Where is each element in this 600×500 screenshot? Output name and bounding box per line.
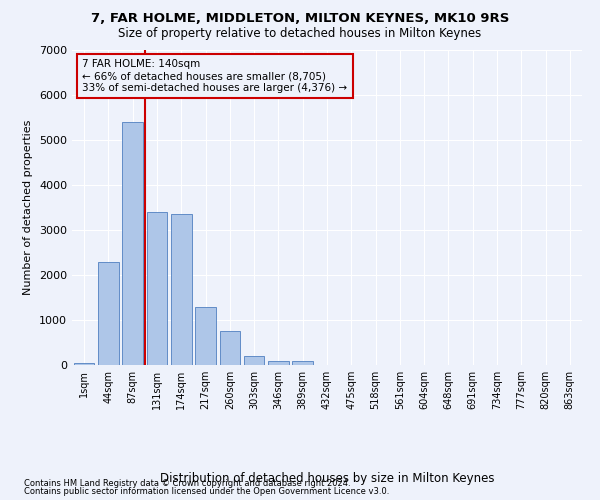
Text: Contains HM Land Registry data © Crown copyright and database right 2024.: Contains HM Land Registry data © Crown c…	[24, 478, 350, 488]
Bar	[122, 122, 143, 365]
Text: Size of property relative to detached houses in Milton Keynes: Size of property relative to detached ho…	[118, 28, 482, 40]
Bar	[292, 360, 313, 365]
Bar	[244, 356, 265, 365]
Text: 7 FAR HOLME: 140sqm
← 66% of detached houses are smaller (8,705)
33% of semi-det: 7 FAR HOLME: 140sqm ← 66% of detached ho…	[82, 60, 347, 92]
Bar	[195, 306, 216, 365]
Bar	[268, 360, 289, 365]
X-axis label: Distribution of detached houses by size in Milton Keynes: Distribution of detached houses by size …	[160, 472, 494, 485]
Bar	[74, 363, 94, 365]
Text: Contains public sector information licensed under the Open Government Licence v3: Contains public sector information licen…	[24, 487, 389, 496]
Y-axis label: Number of detached properties: Number of detached properties	[23, 120, 34, 295]
Bar	[220, 331, 240, 365]
Bar	[98, 262, 119, 365]
Bar	[171, 214, 191, 365]
Bar	[146, 212, 167, 365]
Text: 7, FAR HOLME, MIDDLETON, MILTON KEYNES, MK10 9RS: 7, FAR HOLME, MIDDLETON, MILTON KEYNES, …	[91, 12, 509, 26]
